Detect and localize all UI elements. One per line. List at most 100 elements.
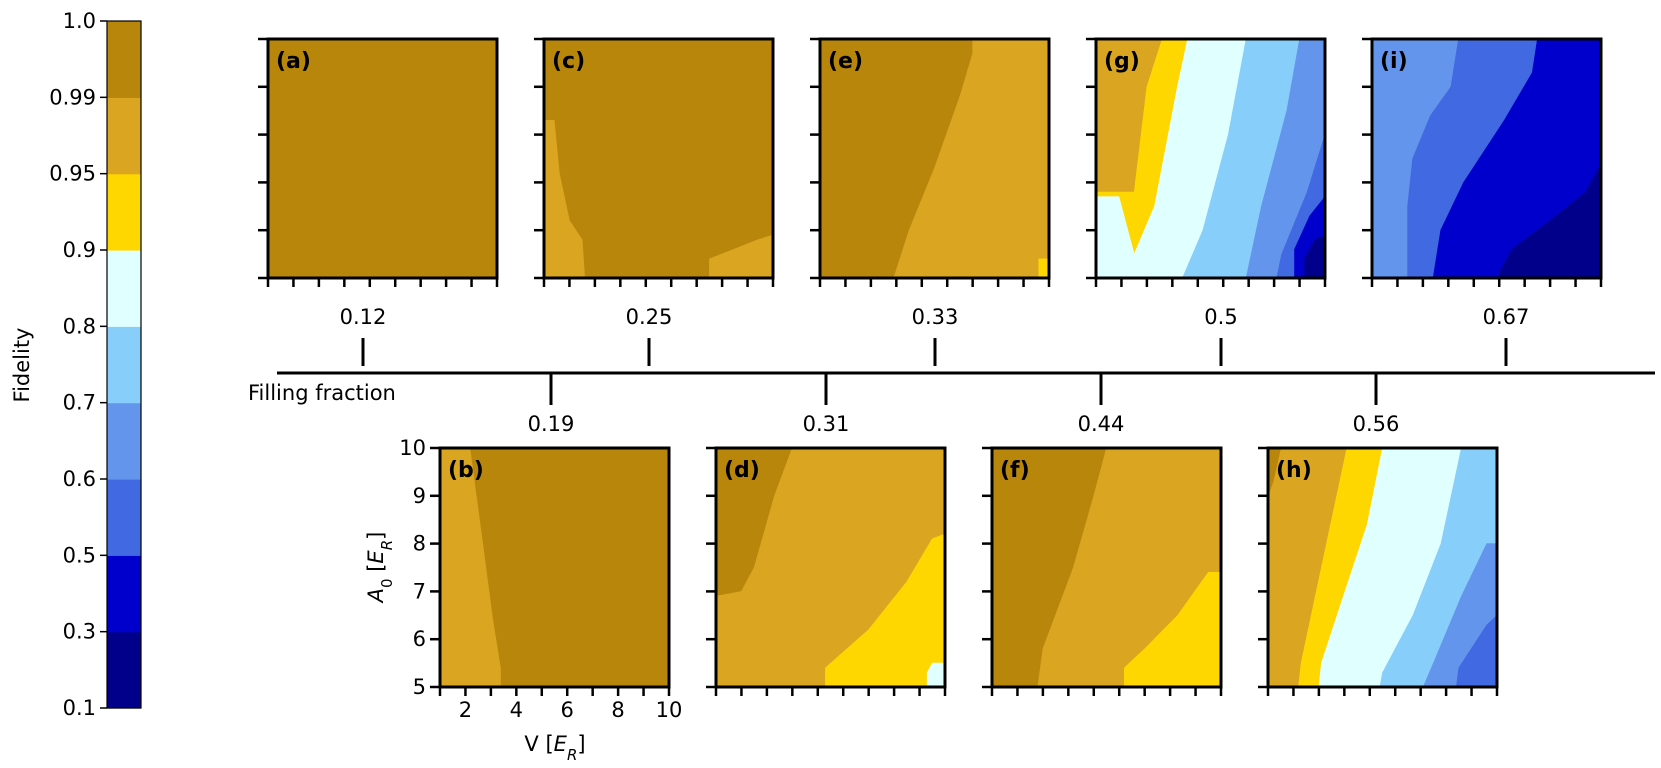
panel-regions <box>820 39 1049 278</box>
panel-g: (g) <box>1086 37 1327 287</box>
colorbar-segment <box>107 21 141 98</box>
panel-e: (e) <box>810 37 1051 287</box>
colorbar-tick-label: 0.95 <box>49 162 96 186</box>
panel-frame <box>542 37 775 280</box>
panel-regions <box>1268 448 1497 687</box>
timeline-value-bottom: 0.19 <box>528 412 575 436</box>
panel-letter: (a) <box>276 49 311 74</box>
colorbar: 0.1 0.3 0.5 0.6 0.7 0.8 0.9 0.95 0.99 1.0 Fidelit… <box>10 9 142 720</box>
fidelity-region <box>544 39 773 278</box>
panel-letter: (g) <box>1104 49 1140 74</box>
colorbar-tick-label: 0.8 <box>63 314 96 338</box>
timeline-value-top: 0.12 <box>340 305 387 329</box>
colorbar-segment <box>107 555 141 633</box>
y-tick-label: 10 <box>399 436 426 460</box>
panel-regions <box>440 448 669 687</box>
panel-frame <box>990 446 1223 689</box>
fidelity-region <box>893 39 1049 278</box>
fidelity-region <box>268 39 497 278</box>
y-tick-label: 5 <box>413 675 426 699</box>
colorbar-segment <box>107 631 141 709</box>
colorbar-frame <box>106 20 142 709</box>
fidelity-region <box>1038 258 1049 278</box>
colorbar-segment <box>107 97 141 175</box>
timeline-value-bottom: 0.44 <box>1078 412 1125 436</box>
fidelity-region <box>470 448 669 687</box>
panel-letter: (c) <box>552 49 585 74</box>
colorbar-tick-label: 0.99 <box>49 85 96 109</box>
panel-letter: (b) <box>448 458 484 483</box>
panel-regions <box>1096 39 1325 278</box>
fidelity-region <box>926 662 945 687</box>
timeline-ticks: 0.12 0.25 0.33 0.5 0.67 0.19 0.31 0.44 0.56 <box>340 305 1530 436</box>
panel-c: (c) <box>534 37 775 287</box>
fidelity-region <box>1304 234 1325 278</box>
timeline-label: Filling fraction <box>248 381 396 405</box>
y-tick-label: 6 <box>413 627 426 651</box>
colorbar-segment <box>107 250 141 327</box>
fidelity-region <box>1268 448 1282 496</box>
panel-regions <box>992 448 1221 687</box>
panel-a: (a) <box>258 37 499 287</box>
y-tick-label: 9 <box>413 484 426 508</box>
x-tick-label: 4 <box>510 698 523 722</box>
panel-letter: (d) <box>724 458 760 483</box>
panel-regions <box>544 39 773 278</box>
panel-b: (b) 2 4 6 8 10 5 6 7 8 9 10 <box>399 436 682 722</box>
panel-frame <box>438 446 671 689</box>
panel-f: (f) <box>982 446 1223 696</box>
heatmap-panels: (a) (b) 2 4 6 8 10 5 6 7 8 9 10 (c) (d) (e) (f) (g) (h) (i) <box>258 37 1603 722</box>
fidelity-region <box>709 234 773 278</box>
timeline-value-top: 0.5 <box>1204 305 1237 329</box>
timeline-value-bottom: 0.56 <box>1353 412 1400 436</box>
y-tick-label: 7 <box>413 579 426 603</box>
panel-regions <box>716 448 945 687</box>
y-axis-title: A0 [ER] <box>364 532 396 605</box>
panel-h: (h) <box>1258 446 1499 696</box>
colorbar-segment <box>107 173 141 251</box>
panel-regions <box>1372 39 1601 278</box>
fidelity-region <box>1498 163 1601 278</box>
panel-frame <box>1266 446 1499 689</box>
filling-fraction-timeline: 0.12 0.25 0.33 0.5 0.67 0.19 0.31 0.44 0.56 Fill… <box>248 305 1655 436</box>
colorbar-segment <box>107 402 141 480</box>
fidelity-region <box>825 533 945 687</box>
panel-d: (d) <box>706 446 947 696</box>
colorbar-segment <box>107 479 141 556</box>
panel-i: (i) <box>1362 37 1603 287</box>
fidelity-region <box>544 120 586 278</box>
timeline-value-top: 0.25 <box>626 305 673 329</box>
y-tick-label: 8 <box>413 532 426 556</box>
colorbar-tick-label: 0.3 <box>63 620 96 644</box>
colorbar-ticks: 0.1 0.3 0.5 0.6 0.7 0.8 0.9 0.95 0.99 1.0 <box>49 9 107 720</box>
panel-letter: (e) <box>828 49 863 74</box>
fidelity-region <box>1124 571 1221 687</box>
colorbar-tick-label: 0.1 <box>63 696 96 720</box>
colorbar-tick-label: 0.9 <box>63 238 96 262</box>
colorbar-segments <box>107 21 141 709</box>
colorbar-tick-label: 1.0 <box>63 9 96 33</box>
x-tick-label: 2 <box>459 698 472 722</box>
panel-regions <box>268 39 497 278</box>
x-tick-label: 10 <box>656 698 683 722</box>
timeline-value-bottom: 0.31 <box>803 412 850 436</box>
colorbar-tick-label: 0.5 <box>63 543 96 567</box>
panel-frame <box>818 37 1051 280</box>
panel-frame <box>1370 37 1603 280</box>
panel-letter: (h) <box>1276 458 1312 483</box>
x-tick-label: 8 <box>611 698 624 722</box>
colorbar-segment <box>107 326 141 404</box>
colorbar-tick-label: 0.7 <box>63 391 96 415</box>
panel-letter: (i) <box>1380 49 1408 74</box>
panel-letter: (f) <box>1000 458 1030 483</box>
panel-frame <box>266 37 499 280</box>
colorbar-label: Fidelity <box>10 328 34 403</box>
fidelity-region <box>1455 614 1497 687</box>
timeline-value-top: 0.33 <box>912 305 959 329</box>
panel-frame <box>1094 37 1327 280</box>
x-axis-title: V [ER] <box>524 732 585 764</box>
timeline-value-top: 0.67 <box>1483 305 1530 329</box>
x-tick-label: 6 <box>561 698 574 722</box>
panel-frame <box>714 446 947 689</box>
